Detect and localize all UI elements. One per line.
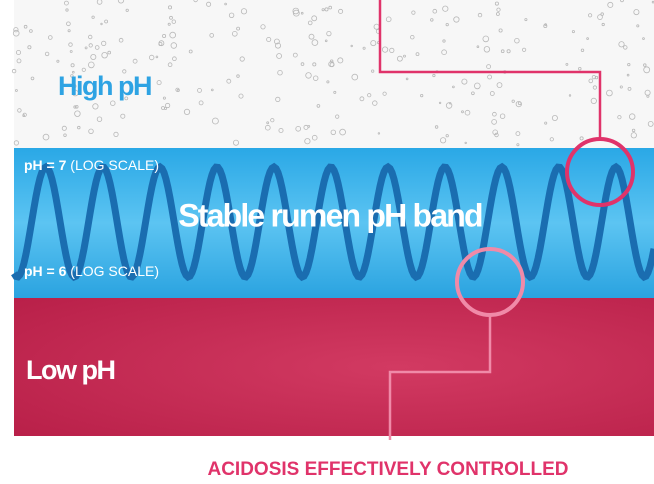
high-label: High pH <box>58 71 151 101</box>
diagram: High pH Stable rumen pH band Low pH pH =… <box>0 0 654 484</box>
callout-text: ACIDOSIS EFFECTIVELY CONTROLLED <box>207 459 568 480</box>
band-label: Stable rumen pH band <box>178 197 482 233</box>
marker-label: pH = 7 <box>24 157 67 173</box>
marker-ph6: pH = 6 (LOG SCALE) <box>24 263 159 279</box>
low-label: Low pH <box>26 355 114 385</box>
marker-note: (LOG SCALE) <box>70 263 159 279</box>
marker-note: (LOG SCALE) <box>70 157 159 173</box>
marker-ph7: pH = 7 (LOG SCALE) <box>24 157 159 173</box>
marker-label: pH = 6 <box>24 263 67 279</box>
